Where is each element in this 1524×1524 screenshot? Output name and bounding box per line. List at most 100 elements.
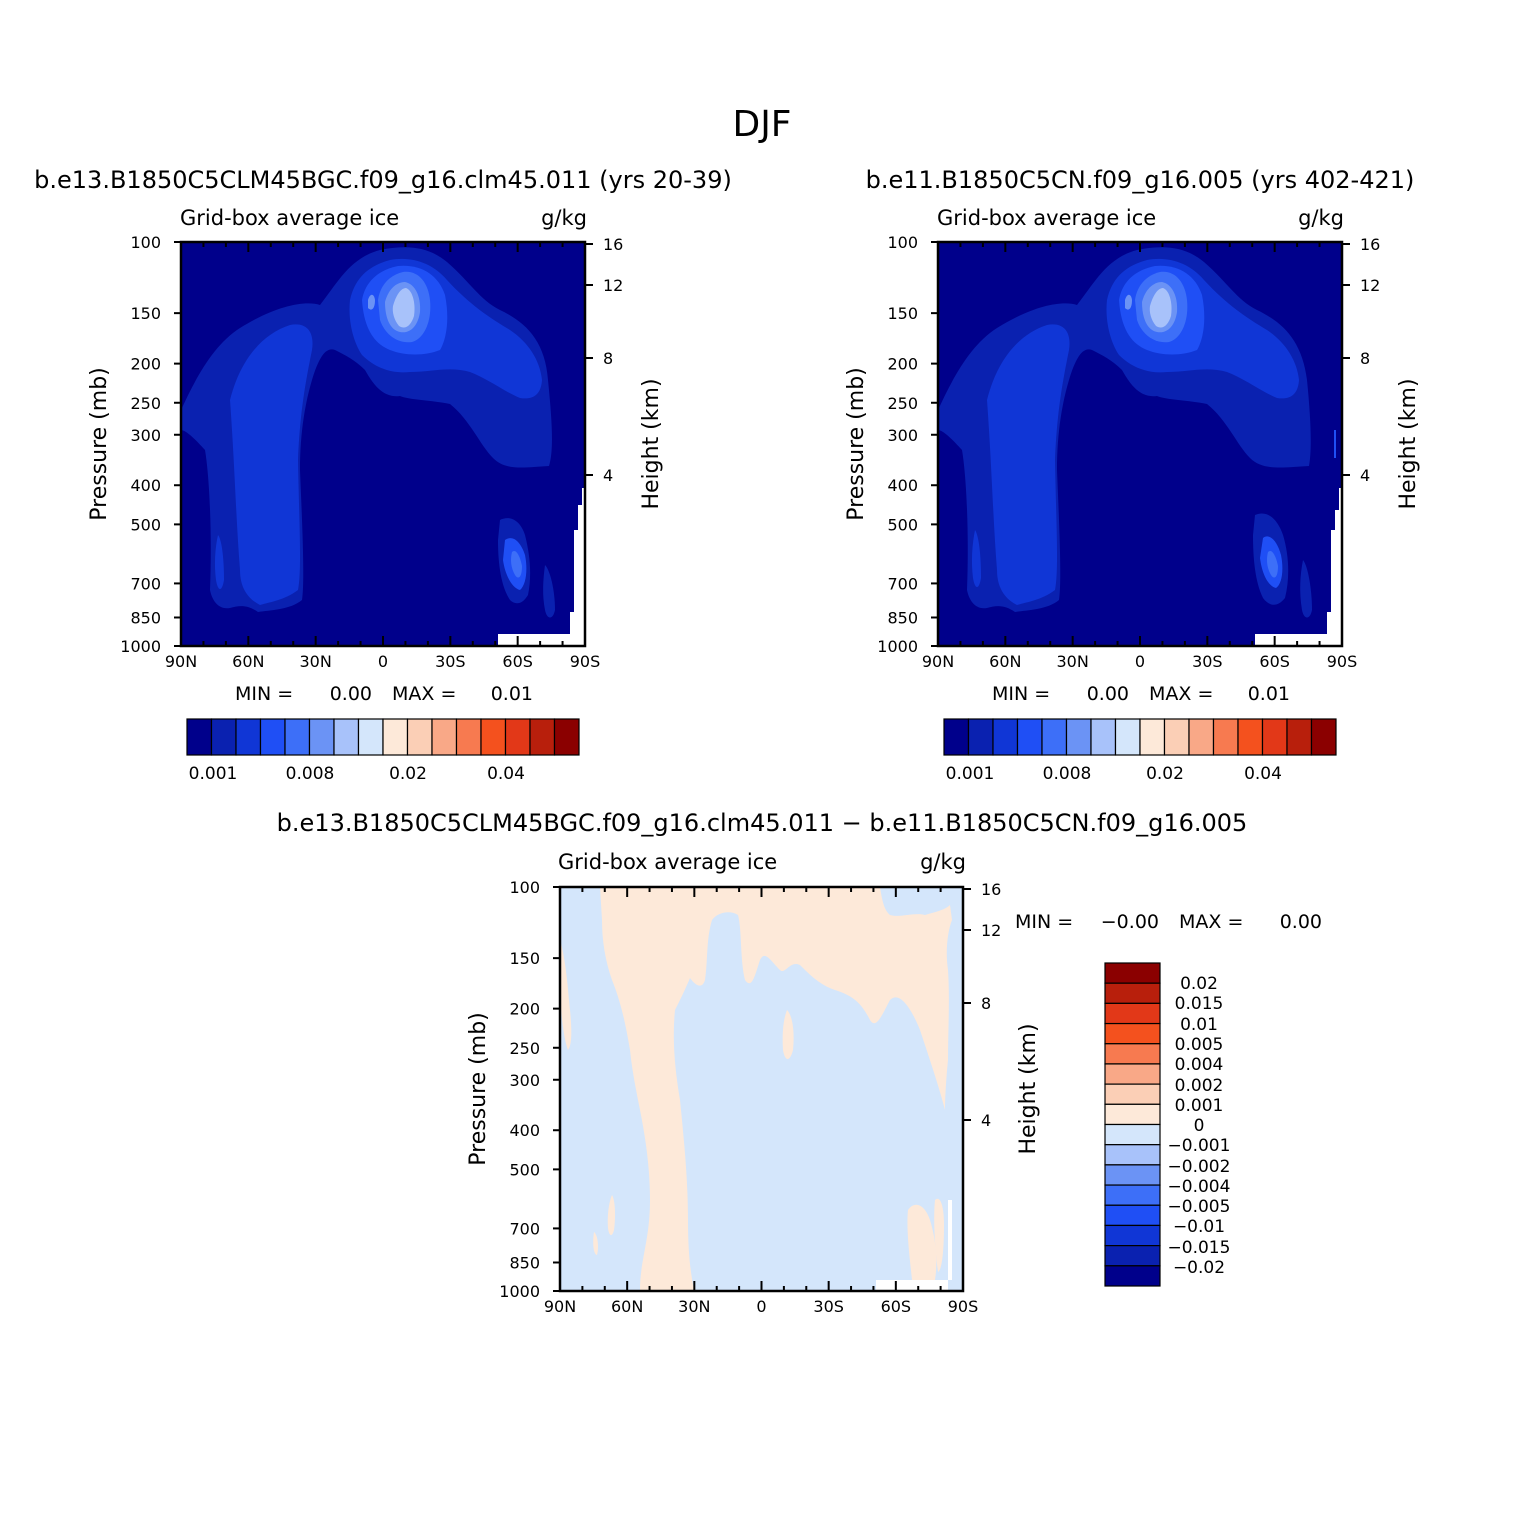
colorbar-label: 0.001	[946, 764, 995, 784]
contour-level-3-north2	[971, 530, 981, 587]
axes-left: 90N 60N 30N 0 30S 60S 90S 100 150 200 250 300 400 500…	[120, 233, 623, 671]
y-tick-label: 500	[509, 1160, 540, 1179]
colorbar-label: −0.02	[1173, 1258, 1225, 1278]
colorbar-swatch	[1104, 1022, 1161, 1045]
colorbar-swatch	[1104, 1063, 1161, 1085]
axes-right: 90N 60N 30N 0 30S 60S 90S 100 150 200 250 300 400 500…	[877, 233, 1380, 671]
colorbar-swatch	[1163, 718, 1190, 756]
page-title: DJF	[732, 104, 791, 145]
variable-label: Grid-box average ice	[180, 206, 399, 230]
colorbar-swatch	[1090, 718, 1117, 756]
y2-tick-label: 12	[1360, 276, 1380, 295]
y-tick-label: 300	[887, 426, 918, 445]
x-tick-label: 30N	[300, 652, 332, 671]
colorbar-swatch	[1041, 718, 1068, 756]
x-tick-label: 0	[1135, 652, 1145, 671]
x-tick-label: 30S	[1192, 652, 1223, 671]
colorbar-swatch	[480, 718, 507, 756]
colorbar-swatch	[406, 718, 433, 756]
units-label: g/kg	[920, 850, 966, 874]
contour-level-7-top	[1149, 288, 1172, 328]
colorbar-swatch	[943, 718, 970, 756]
level-positive-edge	[560, 940, 572, 1050]
units-label: g/kg	[1298, 206, 1344, 230]
x-tick-label: 0	[378, 652, 388, 671]
y-tick-label: 850	[887, 608, 918, 627]
level-positive-speck	[607, 1195, 616, 1236]
contour-level-7-top	[392, 288, 415, 328]
colorbar-swatch	[1104, 1184, 1161, 1206]
contour-level-5-south	[1267, 550, 1278, 578]
min-label: MIN =	[1015, 911, 1073, 933]
y-tick-label: 700	[130, 574, 161, 593]
colorbar-swatch	[1286, 718, 1313, 756]
colorbar-label: 0.01	[1180, 1015, 1218, 1035]
colorbar-label: 0.001	[189, 764, 238, 784]
colorbar-swatch	[1065, 718, 1092, 756]
y2-tick-label: 16	[1360, 235, 1380, 254]
y2-axis-label: Height (km)	[1016, 1023, 1041, 1154]
x-tick-label: 90S	[570, 652, 601, 671]
y-tick-label: 1000	[499, 1282, 540, 1301]
y-tick-label: 850	[509, 1253, 540, 1272]
colorbar-swatch	[1104, 1164, 1161, 1186]
max-value: 0.00	[1280, 911, 1322, 933]
colorbar-label: −0.01	[1173, 1217, 1225, 1237]
colorbar-swatch	[1114, 718, 1141, 756]
colorbar-swatch	[284, 718, 311, 756]
colorbar-swatch	[1104, 1245, 1161, 1267]
panel-diff: b.e13.B1850C5CLM45BGC.f09_g16.clm45.011 …	[277, 809, 1322, 1316]
x-tick-label: 60N	[232, 652, 264, 671]
y-tick-label: 100	[509, 878, 540, 897]
max-label: MAX =	[392, 683, 456, 705]
min-label: MIN =	[992, 683, 1050, 705]
colorbar-swatch	[967, 718, 994, 756]
contour-level-3-north2	[214, 535, 224, 589]
colorbar-label: 0.02	[1180, 974, 1218, 994]
x-tick-label: 60S	[881, 1297, 912, 1316]
colorbar-swatch	[210, 718, 237, 756]
y-tick-label: 700	[509, 1219, 540, 1238]
contour-level-6-spot	[1125, 294, 1132, 310]
colorbar-swatch	[357, 718, 384, 756]
colorbar-label: 0.005	[1175, 1035, 1224, 1055]
y-axis-label: Pressure (mb)	[844, 367, 869, 521]
y-tick-label: 250	[130, 394, 161, 413]
contour-field	[938, 242, 1342, 646]
y-tick-label: 200	[509, 1000, 540, 1019]
colorbar-swatch	[1104, 982, 1161, 1004]
max-value: 0.01	[1248, 683, 1290, 705]
panel-title: b.e13.B1850C5CLM45BGC.f09_g16.clm45.011 …	[277, 809, 1248, 837]
y2-axis-label: Height (km)	[1396, 378, 1421, 509]
missing-region	[498, 488, 585, 646]
level-positive-south2	[934, 1198, 944, 1272]
y-tick-label: 300	[509, 1071, 540, 1090]
colorbar-label: 0	[1194, 1116, 1205, 1136]
x-tick-label: 60N	[989, 652, 1021, 671]
colorbar-swatch	[259, 718, 286, 756]
x-tick-label: 90S	[1327, 652, 1358, 671]
x-tick-label: 60S	[502, 652, 533, 671]
y-tick-label: 100	[130, 233, 161, 252]
colorbar-left	[186, 718, 580, 756]
colorbar-label: 0.004	[1175, 1055, 1224, 1075]
y-tick-label: 400	[130, 476, 161, 495]
contour-level-2-south2	[543, 565, 555, 618]
colorbar-label: 0.02	[389, 764, 427, 784]
colorbar-label: 0.04	[1244, 764, 1282, 784]
y-axis-label: Pressure (mb)	[87, 367, 112, 521]
y2-tick-label: 8	[603, 349, 613, 368]
y2-tick-label: 8	[981, 994, 991, 1013]
y-tick-label: 150	[509, 949, 540, 968]
colorbar-label: 0.008	[1043, 764, 1092, 784]
min-value: 0.00	[1087, 683, 1129, 705]
y-axis-label: Pressure (mb)	[466, 1012, 491, 1166]
max-label: MAX =	[1179, 911, 1243, 933]
y-tick-label: 200	[887, 355, 918, 374]
y-tick-label: 850	[130, 608, 161, 627]
colorbar-swatch	[186, 718, 213, 756]
colorbar-label: −0.001	[1168, 1136, 1231, 1156]
min-value: 0.00	[330, 683, 372, 705]
y2-tick-label: 12	[603, 276, 623, 295]
y-tick-label: 700	[887, 574, 918, 593]
